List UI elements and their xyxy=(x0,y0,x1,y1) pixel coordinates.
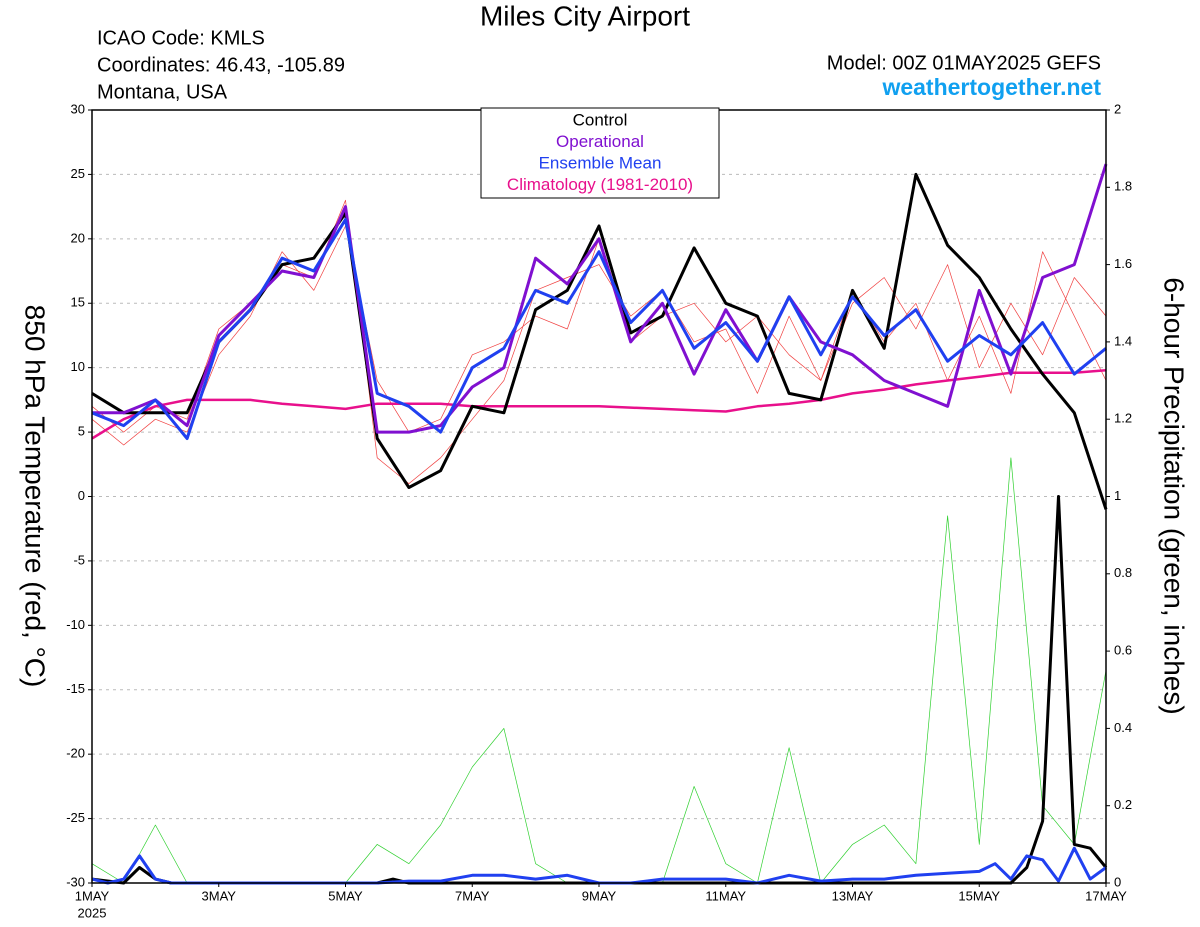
x-tick-label: 7MAY xyxy=(455,888,490,903)
y-tick-label: -10 xyxy=(66,617,85,632)
info-text: Coordinates: 46.43, -105.89 xyxy=(97,54,345,76)
y2-tick-label: 0.4 xyxy=(1114,720,1132,735)
legend-entry: Control xyxy=(573,110,628,129)
x-tick-label: 13MAY xyxy=(832,888,874,903)
y-axis-label: 850 hPa Temperature (red, °C) xyxy=(20,305,51,688)
y2-tick-label: 1.2 xyxy=(1114,411,1132,426)
y-tick-label: -5 xyxy=(73,552,85,567)
y2-tick-label: 0.6 xyxy=(1114,643,1132,658)
series-line xyxy=(92,163,1108,434)
series-line xyxy=(91,368,1107,440)
y-tick-label: -20 xyxy=(66,746,85,761)
model-text: Model: 00Z 01MAY2025 GEFS xyxy=(827,52,1101,74)
y2-tick-label: 1 xyxy=(1114,488,1121,503)
y2-tick-label: 0 xyxy=(1114,874,1121,889)
x-tick-label: 15MAY xyxy=(958,888,1000,903)
series-line xyxy=(91,225,1107,446)
legend-entry: Climatology (1981-2010) xyxy=(507,175,693,194)
x-tick-label: 11MAY xyxy=(705,888,746,903)
y-tick-label: -25 xyxy=(66,810,85,825)
plot-area xyxy=(91,109,1108,885)
y2-tick-label: 0.8 xyxy=(1114,565,1132,580)
y2-axis-label: 6-hour Precipitation (green, inches) xyxy=(1159,277,1190,714)
x-tick-label: 5MAY xyxy=(328,888,363,903)
y-tick-label: 20 xyxy=(71,230,85,245)
year-label: 2025 xyxy=(78,905,107,920)
x-tick-label: 1MAY xyxy=(75,888,110,903)
y-tick-label: -15 xyxy=(66,681,85,696)
y-tick-label: 5 xyxy=(78,424,85,439)
y-tick-label: 10 xyxy=(71,359,85,374)
site-text: weathertogether.net xyxy=(881,74,1101,100)
legend-entry: Ensemble Mean xyxy=(539,153,662,172)
series-line xyxy=(91,846,1107,885)
y-tick-label: 25 xyxy=(71,166,85,181)
series-line xyxy=(91,218,1107,440)
y-tick-label: 0 xyxy=(78,488,85,503)
y2-tick-label: 1.8 xyxy=(1114,179,1132,194)
legend-box xyxy=(480,107,720,199)
info-text: Montana, USA xyxy=(97,81,228,103)
y-tick-label: -30 xyxy=(66,874,85,889)
x-tick-label: 9MAY xyxy=(582,888,617,903)
y2-tick-label: 2 xyxy=(1114,101,1121,116)
x-tick-label: 17MAY xyxy=(1085,888,1127,903)
info-text: ICAO Code: KMLS xyxy=(97,27,265,49)
legend: Climatology (1981-2010) Control Operationa… xyxy=(480,107,720,199)
y2-tick-label: 1.6 xyxy=(1114,256,1132,271)
y-tick-label: 30 xyxy=(71,101,85,116)
y2-tick-label: 1.4 xyxy=(1114,333,1132,348)
legend-entry: Operational xyxy=(556,132,644,151)
x-tick-label: 3MAY xyxy=(202,888,237,903)
y2-tick-label: 0.2 xyxy=(1114,797,1132,812)
series-line xyxy=(91,172,1108,510)
chart-title: Miles City Airport xyxy=(480,0,690,31)
y-tick-label: 15 xyxy=(71,295,85,310)
series-line xyxy=(91,457,1107,884)
